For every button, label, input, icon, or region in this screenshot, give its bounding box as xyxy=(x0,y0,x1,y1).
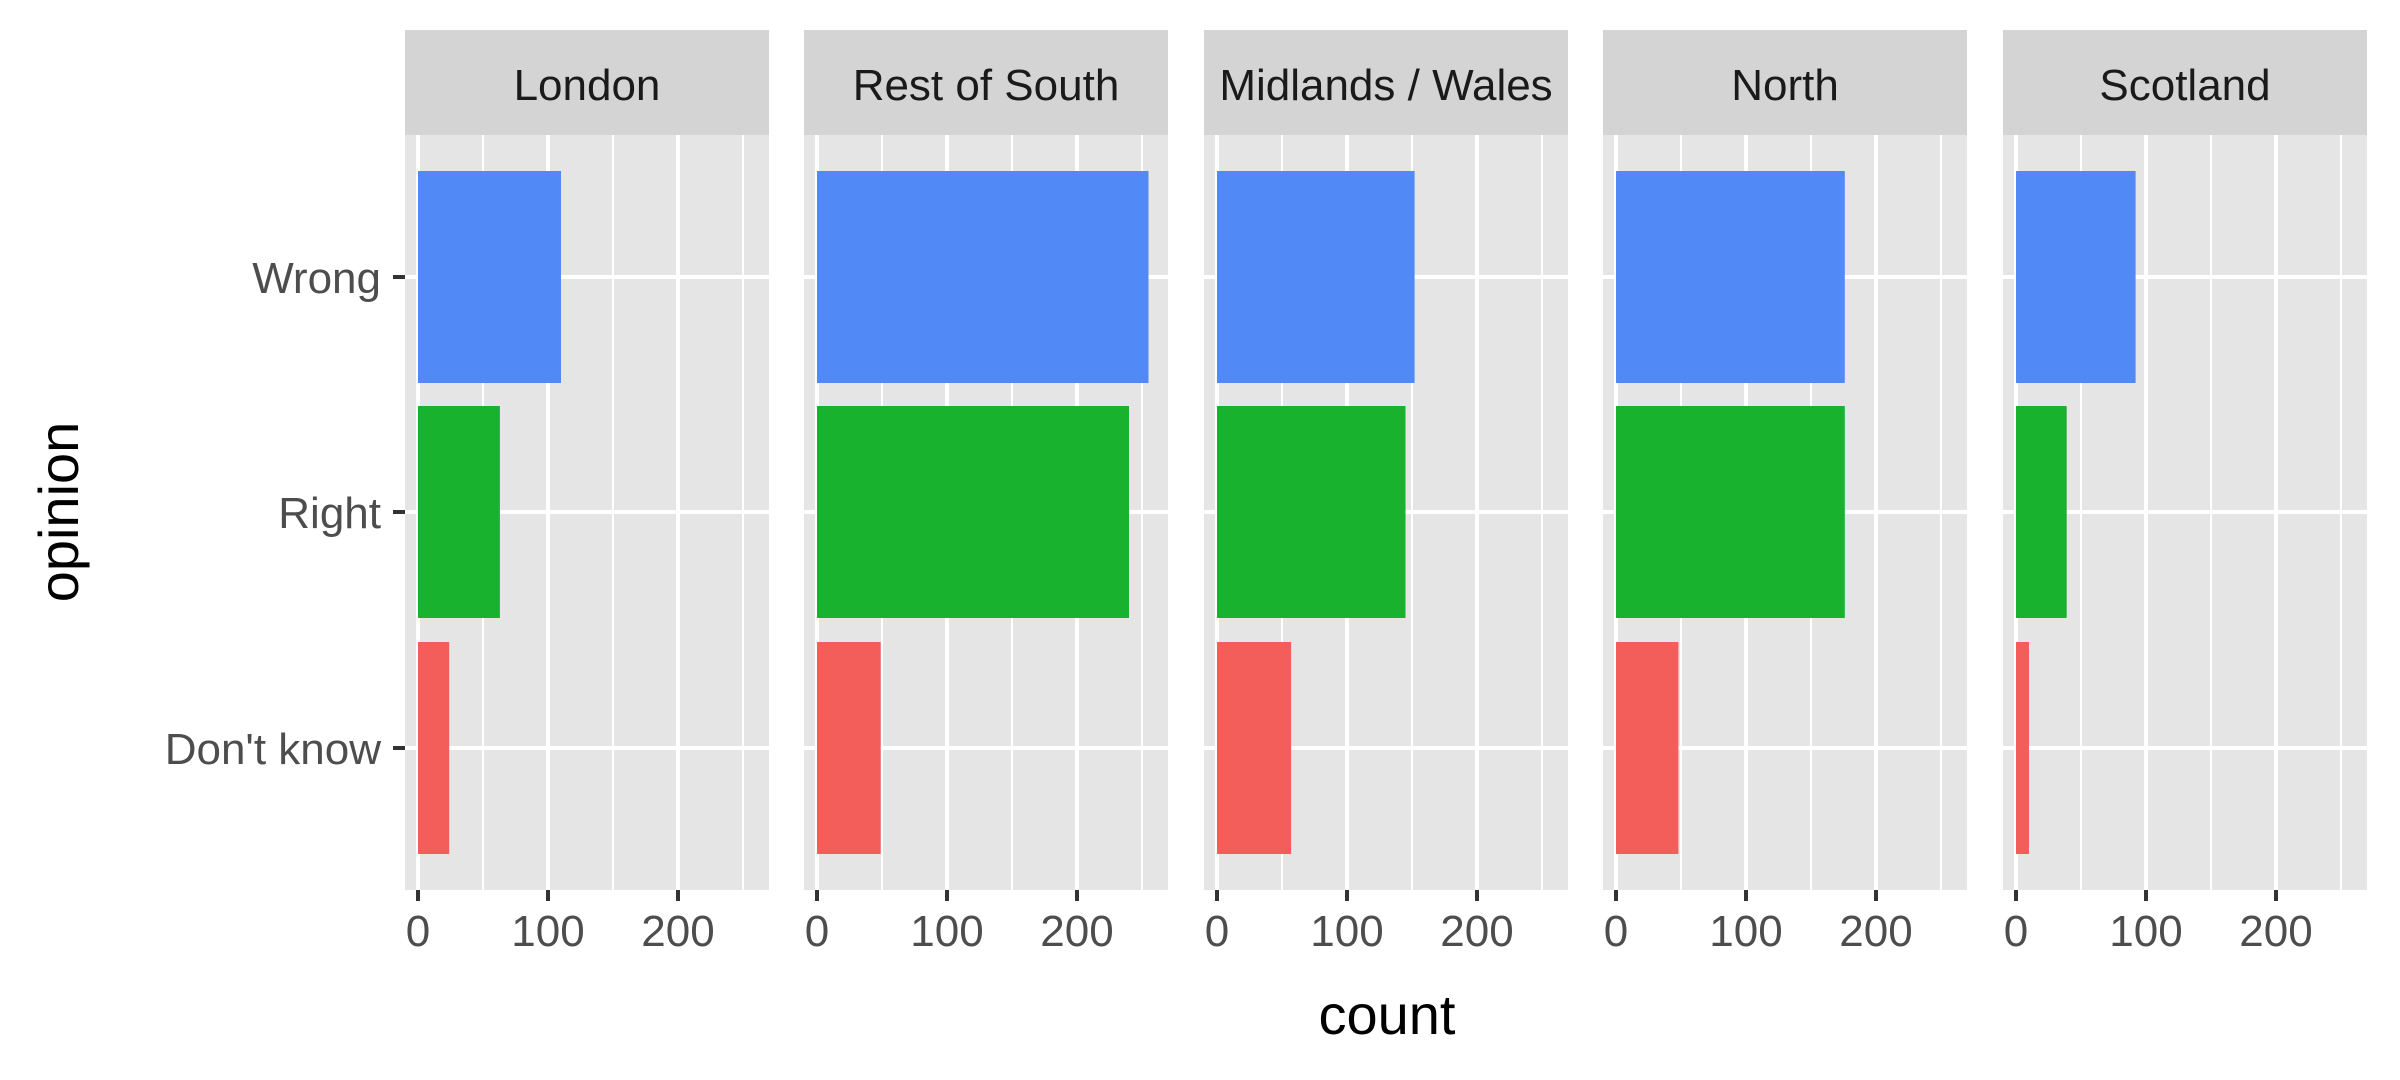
bar-north-don-t-know xyxy=(1616,642,1679,854)
facet-midlands-wales: Midlands / Wales 0 100 200 xyxy=(1204,30,1568,956)
y-axis-title: opinion xyxy=(27,422,90,603)
facet-label: North xyxy=(1731,61,1839,110)
x-tick-label: 0 xyxy=(1604,907,1628,956)
bar-midlands-wales-wrong xyxy=(1217,171,1415,383)
bar-midlands-wales-right xyxy=(1217,406,1406,618)
bar-london-don-t-know xyxy=(418,642,450,854)
x-axis-title: count xyxy=(1319,983,1456,1046)
x-tick-label: 0 xyxy=(406,907,430,956)
bar-london-wrong xyxy=(418,171,561,383)
y-tick-label-right: Right xyxy=(278,489,381,538)
x-tick-label: 200 xyxy=(641,907,714,956)
bar-rest-of-south-wrong xyxy=(817,171,1149,383)
bar-rest-of-south-right xyxy=(817,406,1129,618)
y-tick-label-wrong: Wrong xyxy=(252,254,381,303)
x-tick-label: 100 xyxy=(2109,907,2182,956)
x-tick-label: 100 xyxy=(1310,907,1383,956)
bar-north-right xyxy=(1616,406,1845,618)
x-tick-label: 0 xyxy=(2004,907,2028,956)
facet-rest-of-south: Rest of South 0 100 200 xyxy=(804,30,1168,956)
bar-scotland-don-t-know xyxy=(2016,642,2029,854)
x-tick-label: 200 xyxy=(1040,907,1113,956)
facet-london: London 0 100 200 xyxy=(405,30,769,956)
x-tick-label: 200 xyxy=(2239,907,2312,956)
facet-label: Rest of South xyxy=(853,61,1120,110)
x-tick-label: 100 xyxy=(511,907,584,956)
x-tick-label: 200 xyxy=(1440,907,1513,956)
facet-north: North 0 100 200 xyxy=(1603,30,1967,956)
x-tick-label: 200 xyxy=(1839,907,1912,956)
facet-label: London xyxy=(514,61,661,110)
bar-midlands-wales-don-t-know xyxy=(1217,642,1292,854)
x-tick-label: 0 xyxy=(1205,907,1229,956)
facet-label: Midlands / Wales xyxy=(1219,61,1552,110)
facet-strip xyxy=(804,30,1168,135)
y-axis: Wrong Right Don't know xyxy=(165,254,405,774)
bar-rest-of-south-don-t-know xyxy=(817,642,881,854)
bar-scotland-right xyxy=(2016,406,2067,618)
y-tick-label-don-t-know: Don't know xyxy=(165,725,382,774)
x-tick-label: 0 xyxy=(805,907,829,956)
facet-strip xyxy=(2003,30,2367,135)
facet-label: Scotland xyxy=(2099,61,2270,110)
facet-scotland: Scotland 0 100 200 xyxy=(2003,30,2367,956)
bar-london-right xyxy=(418,406,500,618)
bar-north-wrong xyxy=(1616,171,1845,383)
x-tick-label: 100 xyxy=(1709,907,1782,956)
bar-scotland-wrong xyxy=(2016,171,2136,383)
facet-strip xyxy=(1603,30,1967,135)
facet-strip xyxy=(1204,30,1568,135)
facet-strip xyxy=(405,30,769,135)
x-tick-label: 100 xyxy=(910,907,983,956)
